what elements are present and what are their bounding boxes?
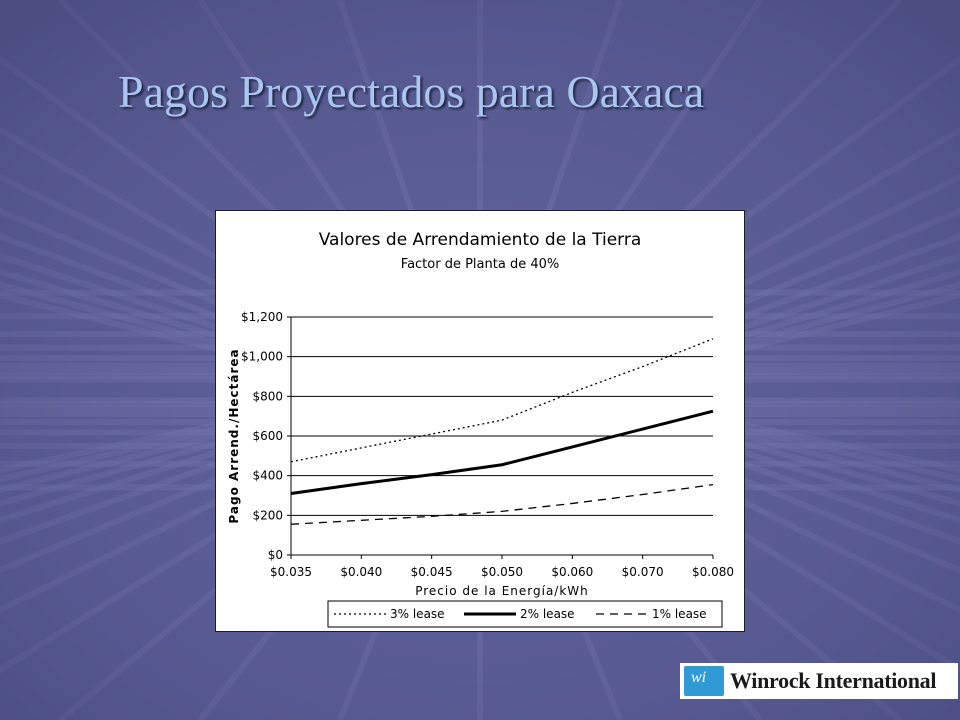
y-tick-label: $1,200 xyxy=(241,310,283,324)
x-tick-label: $0.035 xyxy=(270,565,312,579)
series-line-2 xyxy=(290,409,714,496)
x-tick-label: $0.080 xyxy=(692,565,734,579)
x-tick-label: $0.045 xyxy=(411,565,453,579)
x-axis-label: Precio de la Energía/kWh xyxy=(415,584,589,598)
chart-panel: Valores de Arrendamiento de la Tierra Fac… xyxy=(215,210,745,632)
legend-box xyxy=(327,600,723,628)
y-tick-label: $1,000 xyxy=(241,350,283,364)
legend-label: 1% lease xyxy=(652,607,707,621)
y-tick-label: $400 xyxy=(252,469,283,483)
series-line-3 xyxy=(290,483,714,525)
series-line-1 xyxy=(290,338,714,463)
y-tick-label: $800 xyxy=(252,389,283,403)
chart-subtitle: Factor de Planta de 40% xyxy=(401,257,559,272)
x-tick-label: $0.070 xyxy=(622,565,664,579)
y-tick-label: $200 xyxy=(252,508,283,522)
x-tick-label: $0.040 xyxy=(340,565,382,579)
legend-label: 2% lease xyxy=(520,607,575,621)
y-axis-label: Pago Arrend./Hectárea xyxy=(227,348,241,523)
winrock-mark-icon: wi xyxy=(684,666,724,696)
winrock-logo: wi Winrock International xyxy=(680,663,958,699)
y-tick-label: $0 xyxy=(268,548,283,562)
line-chart: Valores de Arrendamiento de la Tierra Fac… xyxy=(227,230,734,628)
legend-label: 3% lease xyxy=(390,607,445,621)
x-tick-label: $0.060 xyxy=(551,565,593,579)
chart-title: Valores de Arrendamiento de la Tierra xyxy=(319,230,642,250)
y-tick-label: $600 xyxy=(252,429,283,443)
slide-title: Pagos Proyectados para Oaxaca xyxy=(118,66,705,117)
x-tick-label: $0.050 xyxy=(481,565,523,579)
logo-name: Winrock International xyxy=(730,668,937,693)
